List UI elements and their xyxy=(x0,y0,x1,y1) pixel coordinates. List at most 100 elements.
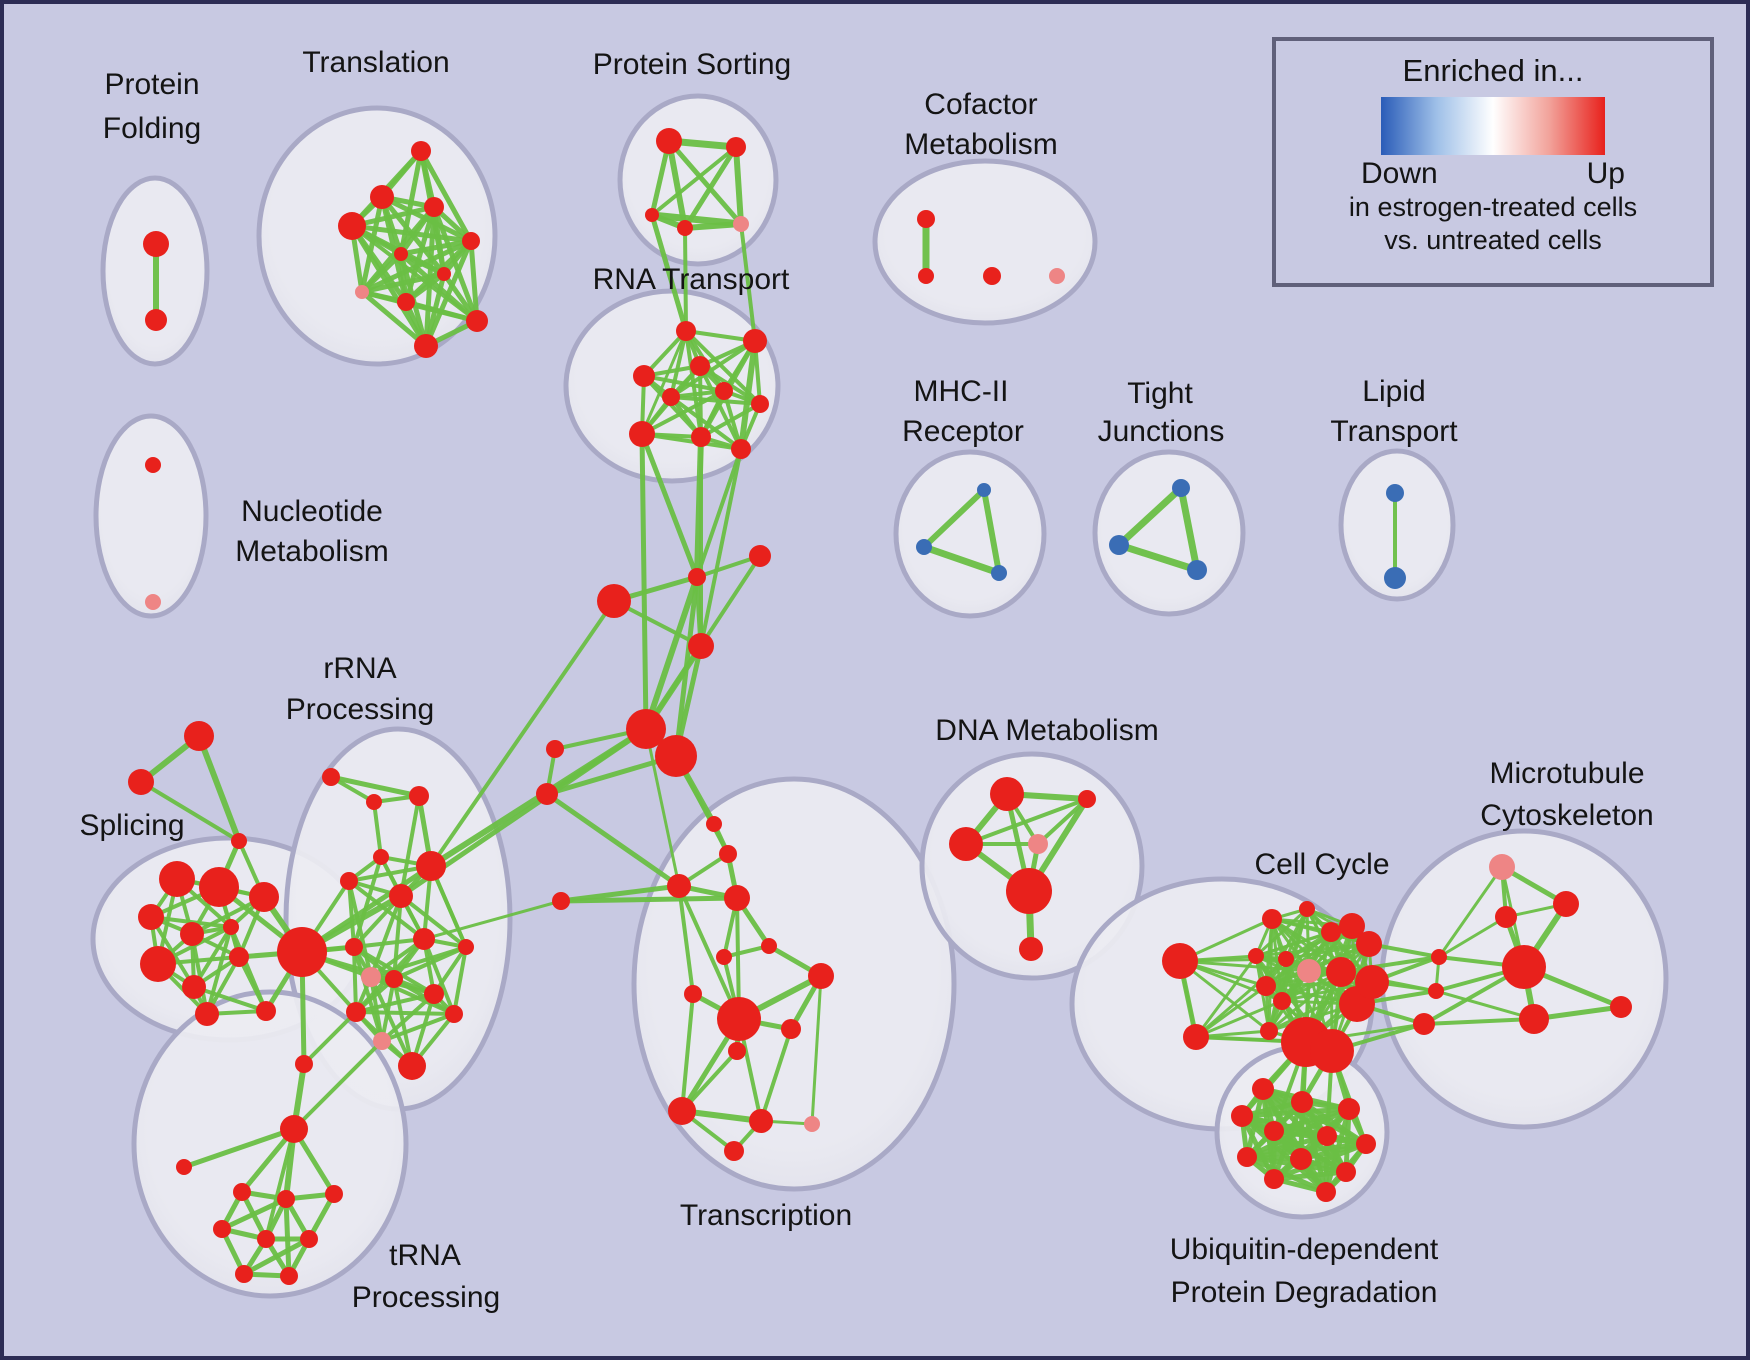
rrna-node xyxy=(398,1052,426,1080)
ubiquitin-node xyxy=(1317,1126,1337,1146)
rna_transport-hub-edge xyxy=(695,447,743,579)
rrna-edge xyxy=(352,945,384,1043)
rna_transport-hub-edge xyxy=(639,431,700,580)
rrna-node xyxy=(345,938,363,956)
nucleotide-ellipse xyxy=(93,413,209,619)
mhc-edge xyxy=(921,487,987,550)
ubiquitin-node xyxy=(1264,1121,1284,1141)
cell_cycle-node xyxy=(1355,965,1389,999)
hub-transcription-edge xyxy=(558,895,740,904)
protein_folding-node xyxy=(143,231,169,257)
tight-label: Junctions xyxy=(1098,415,1225,448)
rrna-edge xyxy=(392,894,403,981)
transcription-ellipse xyxy=(631,776,957,1192)
tight-node xyxy=(1172,479,1190,497)
rna_transport-node xyxy=(743,329,767,353)
trna-label: Processing xyxy=(352,1281,500,1314)
splicing-node xyxy=(182,975,206,999)
legend-box: Enriched in... Down Up in estrogen-treat… xyxy=(1272,37,1714,287)
rna_transport-edge xyxy=(669,329,688,399)
rrna-node xyxy=(445,1005,463,1023)
microtubule-edge xyxy=(1434,989,1536,1021)
rrna-trna-edge xyxy=(302,1010,358,1066)
trna-edge xyxy=(241,1236,312,1277)
rrna-node xyxy=(389,884,413,908)
translation-edge xyxy=(418,148,474,244)
hub-node xyxy=(688,568,706,586)
splicing-node xyxy=(128,769,154,795)
cell_cycle-edge xyxy=(1264,930,1333,988)
translation-edge xyxy=(403,299,480,324)
legend-up-label: Up xyxy=(1586,157,1625,190)
rrna-node xyxy=(346,1002,366,1022)
rrna-node xyxy=(373,1032,391,1050)
dna-node xyxy=(1006,868,1052,914)
mhc-node xyxy=(977,483,991,497)
protein_sorting-node xyxy=(645,208,659,222)
translation-node xyxy=(424,197,444,217)
mhc-node xyxy=(916,539,932,555)
protein_sorting-node xyxy=(733,216,749,232)
rrna-edge xyxy=(352,937,426,949)
splicing-edge xyxy=(196,733,242,844)
trna-node xyxy=(213,1220,231,1238)
splicing-node xyxy=(184,721,214,751)
cell_cycle-node xyxy=(1248,948,1264,964)
cell_cycle-node xyxy=(1260,1022,1278,1040)
splicing-edge xyxy=(139,780,241,843)
cell_cycle-node xyxy=(1326,957,1356,987)
microtubule-node xyxy=(1413,1013,1435,1035)
cell_cycle-node xyxy=(1321,922,1341,942)
trna-edge xyxy=(181,1126,297,1170)
protein_sorting-node xyxy=(656,128,682,154)
hub-node xyxy=(749,545,771,567)
mhc-label: Receptor xyxy=(902,415,1024,448)
protein_sorting-rna_transport-edge xyxy=(683,226,688,333)
lipid-label: Transport xyxy=(1330,415,1458,448)
microtubule-node xyxy=(1489,854,1515,880)
cell_cycle-microtubule-edge xyxy=(1339,955,1441,974)
transcription-node xyxy=(804,1116,820,1132)
cell_cycle-node xyxy=(1278,951,1294,967)
splicing-edge xyxy=(237,955,268,1013)
enrichment-map-network: Protein Folding Translation Protein Sorting… xyxy=(79,46,1669,1314)
rrna-edge xyxy=(328,774,422,799)
rrna-label: rRNA xyxy=(323,652,396,685)
cell_cycle-edge xyxy=(1194,984,1268,1039)
cell_cycle-edge xyxy=(1178,959,1271,1033)
ubiquitin-node xyxy=(1291,1091,1313,1113)
protein_sorting-rna_transport-edge xyxy=(649,212,689,334)
rna_transport-edge xyxy=(698,364,743,451)
translation-node xyxy=(411,141,431,161)
trna-node xyxy=(295,1055,313,1073)
splicing-node xyxy=(231,833,247,849)
splicing-node xyxy=(229,947,249,967)
translation-edge xyxy=(349,204,437,229)
cell_cycle-edge xyxy=(1254,930,1333,958)
cofactor-node xyxy=(917,210,935,228)
rna_transport-node xyxy=(751,395,769,413)
protein_sorting-edge xyxy=(666,138,688,231)
rna_transport-label: RNA Transport xyxy=(593,263,790,296)
splicing-edge xyxy=(192,985,268,1013)
cell_cycle-edge xyxy=(1270,917,1354,928)
rrna-node xyxy=(361,967,381,987)
rrna-edge xyxy=(347,879,373,979)
rna_transport-node xyxy=(715,382,733,400)
translation-node xyxy=(437,267,451,281)
hub-transcription-edge xyxy=(544,791,682,889)
protein_sorting-node xyxy=(726,137,746,157)
translation-node xyxy=(462,232,480,250)
rrna-edge xyxy=(399,894,468,949)
translation-edge xyxy=(468,238,480,324)
splicing-node xyxy=(195,1002,219,1026)
trna-node xyxy=(277,1190,295,1208)
cofactor-node xyxy=(1049,268,1065,284)
lipid-node xyxy=(1386,484,1404,502)
cofactor-node xyxy=(918,268,934,284)
ubiquitin-node xyxy=(1237,1147,1257,1167)
trna-ellipse xyxy=(131,989,409,1299)
translation-edge xyxy=(359,251,404,295)
protein_sorting-label: Protein Sorting xyxy=(593,48,791,81)
rrna-edge xyxy=(399,794,421,898)
